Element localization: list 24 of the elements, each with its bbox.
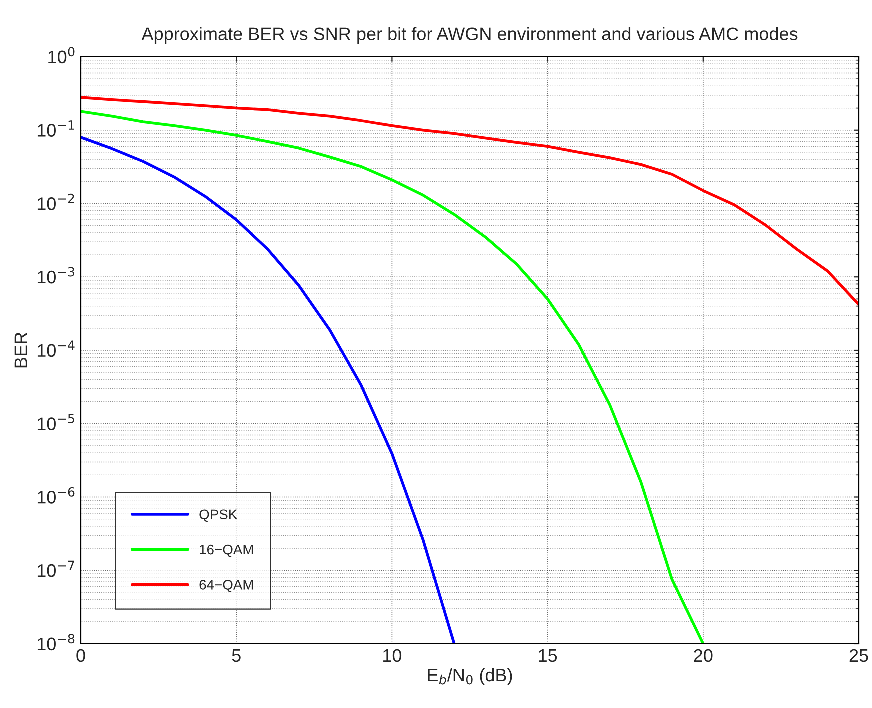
- x-axis-title: E$_{b}$/N$_{0}$ (dB): [428, 668, 512, 686]
- x-tick-label: 25: [850, 649, 868, 662]
- y-tick-label: 10$^{−7}$: [38, 560, 74, 578]
- x-tick-label: 15: [539, 650, 558, 662]
- y-tick-label: 10$^{−6}$: [38, 487, 75, 504]
- line-series: [81, 110, 705, 644]
- y-tick-label: 10$^{−2}$: [38, 194, 74, 210]
- y-tick-label: 10$^{−8}$: [38, 634, 75, 651]
- legend-label: QPSK: [200, 510, 238, 522]
- chart-title: Approximate BER vs SNR per bit for AWGN environment and various AMC modes: [142, 27, 798, 44]
- x-tick-label: 10: [384, 649, 402, 662]
- x-tick-label: 20: [694, 649, 713, 662]
- legend-label: 64−QAM: [200, 580, 254, 592]
- y-tick-label: 10$^{−5}$: [38, 414, 74, 430]
- y-axis-title: BER: [14, 332, 28, 368]
- y-tick-label: 10$^{0}$: [48, 47, 75, 64]
- y-tick-label: 10$^{−1}$: [38, 120, 74, 137]
- y-tick-label: 10$^{−4}$: [38, 340, 75, 358]
- x-tick-label: 0: [76, 649, 86, 662]
- line-series: [81, 96, 859, 306]
- x-tick-label: 5: [232, 650, 241, 662]
- legend-label: 16−QAM: [200, 544, 254, 558]
- line-series: [81, 136, 456, 644]
- y-tick-label: 10$^{−3}$: [38, 267, 74, 284]
